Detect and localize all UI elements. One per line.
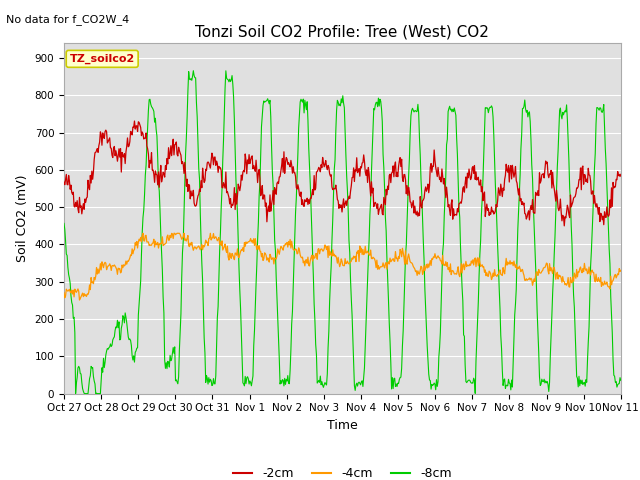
Legend: -2cm, -4cm, -8cm: -2cm, -4cm, -8cm: [228, 462, 456, 480]
Y-axis label: Soil CO2 (mV): Soil CO2 (mV): [16, 175, 29, 262]
Title: Tonzi Soil CO2 Profile: Tree (West) CO2: Tonzi Soil CO2 Profile: Tree (West) CO2: [195, 24, 490, 39]
Text: TZ_soilco2: TZ_soilco2: [70, 54, 135, 64]
Text: No data for f_CO2W_4: No data for f_CO2W_4: [6, 14, 130, 25]
X-axis label: Time: Time: [327, 419, 358, 432]
